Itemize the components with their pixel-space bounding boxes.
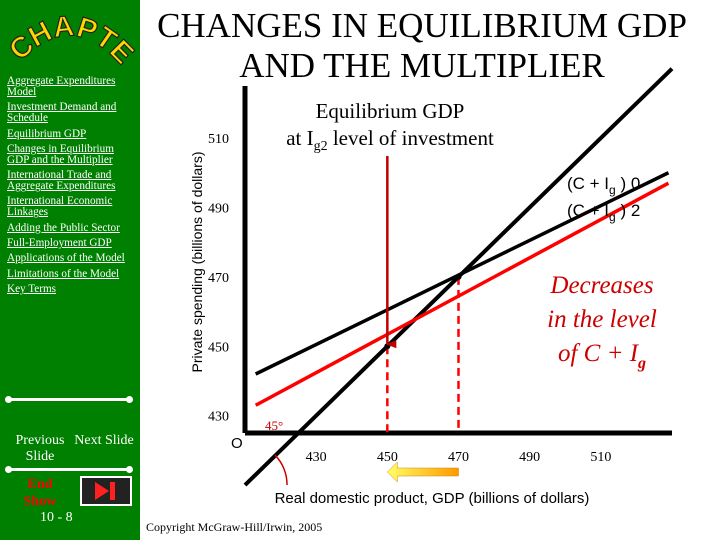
copyright: Copyright McGraw-Hill/Irwin, 2005: [146, 520, 323, 534]
nav-equilibrium-gdp[interactable]: Equilibrium GDP: [7, 127, 87, 140]
next-slide-button[interactable]: Next Slide: [74, 433, 134, 448]
equilibrium-point-0: [455, 273, 462, 280]
x-tick-label-0: 430: [306, 450, 327, 465]
x-tick-label-2: 470: [448, 450, 469, 465]
end-show-icon[interactable]: [80, 476, 132, 506]
sidebar-divider-bottom: [5, 466, 133, 473]
sidebar: CHAPTER Aggregate Expenditures Model Inv…: [0, 0, 140, 540]
page-number: 10 - 8: [40, 510, 73, 525]
sidebar-divider-top: [5, 396, 133, 403]
sidebar-nav: Aggregate Expenditures Model Investment …: [7, 75, 135, 299]
y-tick-label-4: 510: [208, 132, 229, 147]
nav-key-terms[interactable]: Key Terms: [7, 282, 57, 295]
end-show-glyph: [95, 482, 115, 500]
nav-limitations[interactable]: Limitations of the Model: [7, 267, 120, 280]
x-tick-label-1: 450: [377, 450, 398, 465]
series2-label: (C + Ig ) 2: [567, 201, 640, 224]
nav-international-linkages[interactable]: International Economic Linkages: [7, 195, 113, 219]
x-tick-label-3: 490: [519, 450, 540, 465]
series0-label: (C + Ig ) 0: [567, 174, 640, 197]
slide-title: CHANGES IN EQUILIBRIUM GDP AND THE MULTI…: [157, 6, 687, 85]
series-line-1: [254, 171, 670, 376]
series-line-2: [254, 181, 670, 407]
chapter-logo: CHAPTER: [0, 0, 140, 71]
nav-full-employment[interactable]: Full-Employment GDP: [7, 237, 112, 250]
end-show-button[interactable]: End Show: [23, 477, 57, 509]
decrease-annotation-line2: in the level: [547, 306, 657, 333]
y-tick-label-1: 450: [208, 340, 229, 355]
angle-label: 45°: [265, 418, 283, 433]
x-tick-label-4: 510: [590, 450, 611, 465]
x-axis-title: Real domestic product, GDP (billions of …: [275, 490, 590, 507]
decrease-annotation-line3: of C + Ig: [558, 340, 646, 372]
decrease-annotation-line1: Decreases: [549, 272, 653, 299]
equilibrium-annotation-line1: Equilibrium GDP: [316, 99, 465, 123]
y-axis-title: Private spending (billions of dollars): [189, 152, 205, 373]
nav-applications[interactable]: Applications of the Model: [7, 252, 125, 265]
nav-changes-in-equilibrium[interactable]: Changes in Equilibrium GDP and the Multi…: [7, 142, 114, 166]
nav-international-trade[interactable]: International Trade and Aggregate Expend…: [7, 169, 116, 193]
previous-slide-button[interactable]: Previous Slide: [15, 433, 65, 464]
nav-investment-demand[interactable]: Investment Demand and Schedule: [7, 101, 117, 125]
y-tick-label-0: 430: [208, 410, 229, 425]
equilibrium-annotation-line2: at Ig2 level of investment: [286, 126, 494, 154]
nav-aggregate-expenditures[interactable]: Aggregate Expenditures Model: [7, 75, 116, 98]
nav-public-sector[interactable]: Adding the Public Sector: [7, 221, 120, 234]
origin-label: O: [231, 435, 243, 452]
y-tick-label-3: 490: [208, 201, 229, 216]
angle-arc: [274, 454, 288, 486]
gdp-decrease-range-arrow: [386, 461, 459, 483]
y-tick-label-2: 470: [208, 271, 229, 286]
